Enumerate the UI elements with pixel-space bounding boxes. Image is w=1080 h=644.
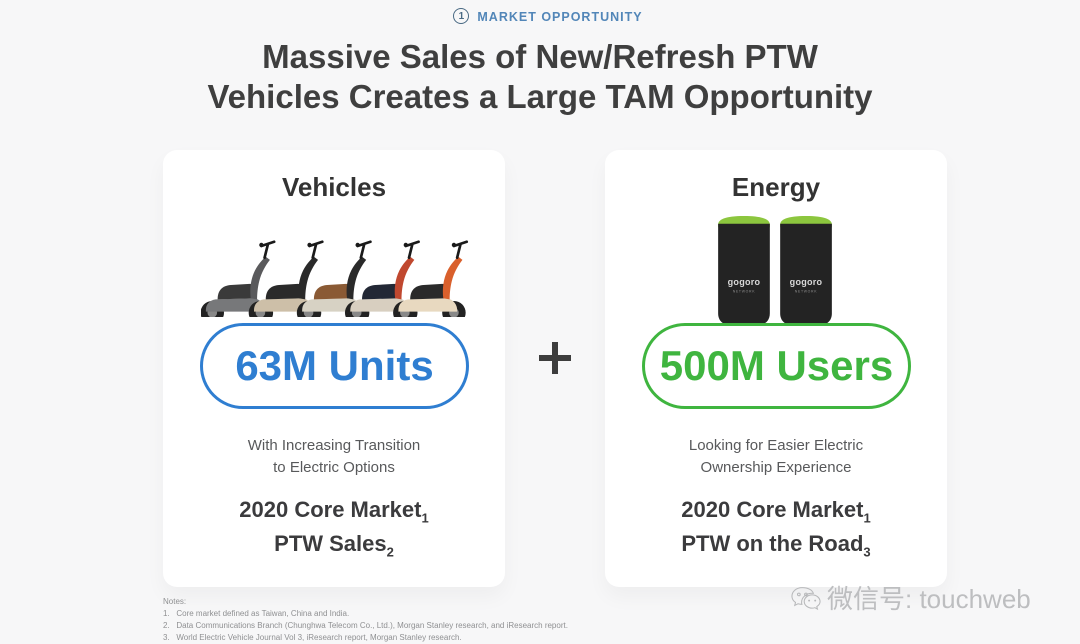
svg-text:gogoro: gogoro — [728, 277, 761, 287]
svg-text:NETWORK: NETWORK — [795, 290, 817, 294]
svg-text:gogoro: gogoro — [790, 277, 823, 287]
svg-text:NETWORK: NETWORK — [733, 290, 755, 294]
